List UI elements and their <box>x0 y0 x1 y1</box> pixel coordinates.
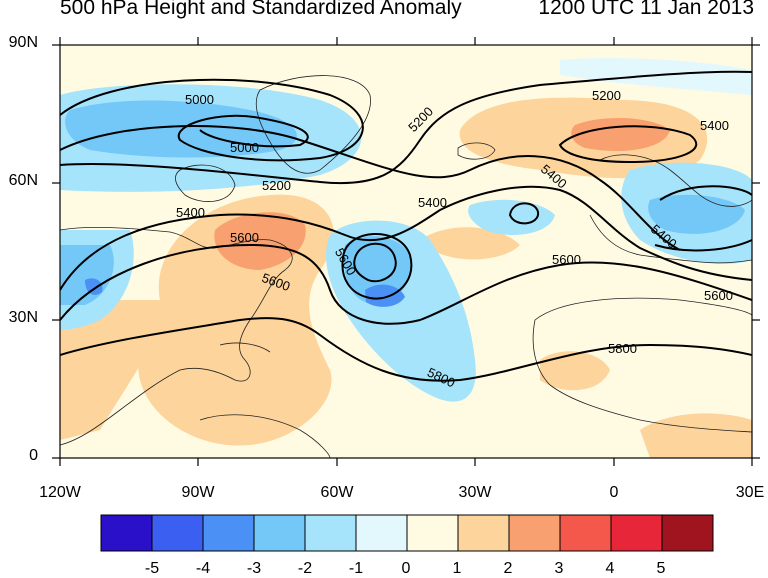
axis-ticks <box>52 37 760 466</box>
contour-5200 <box>60 70 752 185</box>
contour-label: 5000 <box>230 140 259 155</box>
cuba-coastline <box>219 342 271 353</box>
anomaly-positive-region <box>420 227 520 260</box>
contour-low-north <box>508 202 540 225</box>
contour-5400-east <box>654 185 752 252</box>
colorbar-swatch <box>406 514 459 552</box>
colorbar-swatch <box>304 514 357 552</box>
colorbar-swatch <box>559 514 612 552</box>
lat-label: 90N <box>8 34 38 51</box>
colorbar-label: 4 <box>605 560 615 577</box>
anomaly-moderate-negative-region <box>648 194 745 234</box>
colorbar-swatch <box>100 514 153 552</box>
anomaly-positive-region <box>60 300 170 440</box>
contour-label: 5000 <box>185 92 214 107</box>
colorbar-label: 5 <box>656 560 666 577</box>
contour-label: 5400 <box>700 118 729 133</box>
lon-label: 60W <box>320 484 354 501</box>
colorbar <box>100 514 714 552</box>
contour-closed-low <box>341 232 413 300</box>
iceland-coastline <box>457 142 496 160</box>
lon-label: 0 <box>609 484 619 501</box>
contour-label: 5600 <box>704 288 733 303</box>
south-america-coastline <box>199 414 331 458</box>
colorbar-label: 2 <box>503 560 513 577</box>
valid-time: 1200 UTC 11 Jan 2013 <box>538 0 754 19</box>
contour-5600 <box>60 243 752 325</box>
anomaly-shading <box>60 58 752 458</box>
colorbar-swatch <box>253 514 306 552</box>
colorbar-label: -1 <box>348 560 364 577</box>
north-america-coastline <box>60 226 293 446</box>
contour-label: 5600 <box>552 252 581 267</box>
anomaly-strong-negative-region <box>85 278 103 295</box>
contour-label: 5200 <box>592 88 621 103</box>
colorbar-label: -4 <box>195 560 211 577</box>
contour-label: 5600 <box>230 230 259 245</box>
colorbar-swatch <box>355 514 408 552</box>
contour-5400-north <box>60 125 681 251</box>
colorbar-label: 3 <box>554 560 564 577</box>
contour-label: 5400 <box>418 195 447 210</box>
contour-closed-low <box>353 242 397 283</box>
plot-frame <box>59 44 753 459</box>
colorbar-label: -2 <box>297 560 313 577</box>
anomaly-strong-negative-region <box>365 284 405 307</box>
anomaly-strong-positive-region <box>214 212 306 270</box>
contour-5200-east <box>558 125 698 164</box>
lon-label: 90W <box>181 484 215 501</box>
colorbar-label: 1 <box>452 560 462 577</box>
lon-label: 120W <box>39 484 81 501</box>
map-title: 500 hPa Height and Standardized Anomaly <box>60 0 462 19</box>
height-contours <box>60 70 752 382</box>
colorbar-label: 0 <box>401 560 411 577</box>
colorbar-label: -5 <box>144 560 160 577</box>
contour-label: 5200 <box>262 178 291 193</box>
lat-label: 0 <box>29 447 38 464</box>
colorbar-swatch <box>661 514 714 552</box>
lat-label: 60N <box>8 172 38 189</box>
contour-5800 <box>60 317 752 382</box>
anomaly-negative-region <box>560 58 752 95</box>
colorbar-label: -3 <box>246 560 262 577</box>
contour-label: 5400 <box>176 205 205 220</box>
colorbar-swatch <box>457 514 510 552</box>
lon-label: 30E <box>735 484 765 501</box>
africa-coastline <box>532 297 752 433</box>
contour-5000 <box>60 78 364 162</box>
colorbar-swatch <box>508 514 561 552</box>
greenland-coastline <box>255 75 371 174</box>
colorbar-swatch <box>202 514 255 552</box>
lon-label: 30W <box>458 484 492 501</box>
contour-5400 <box>60 185 752 291</box>
hudson-bay-coastline <box>175 164 236 202</box>
lat-label: 30N <box>8 309 38 326</box>
colorbar-swatch <box>610 514 663 552</box>
anomaly-positive-region <box>540 351 610 391</box>
colorbar-swatch <box>151 514 204 552</box>
contour-label: 5800 <box>608 341 637 356</box>
